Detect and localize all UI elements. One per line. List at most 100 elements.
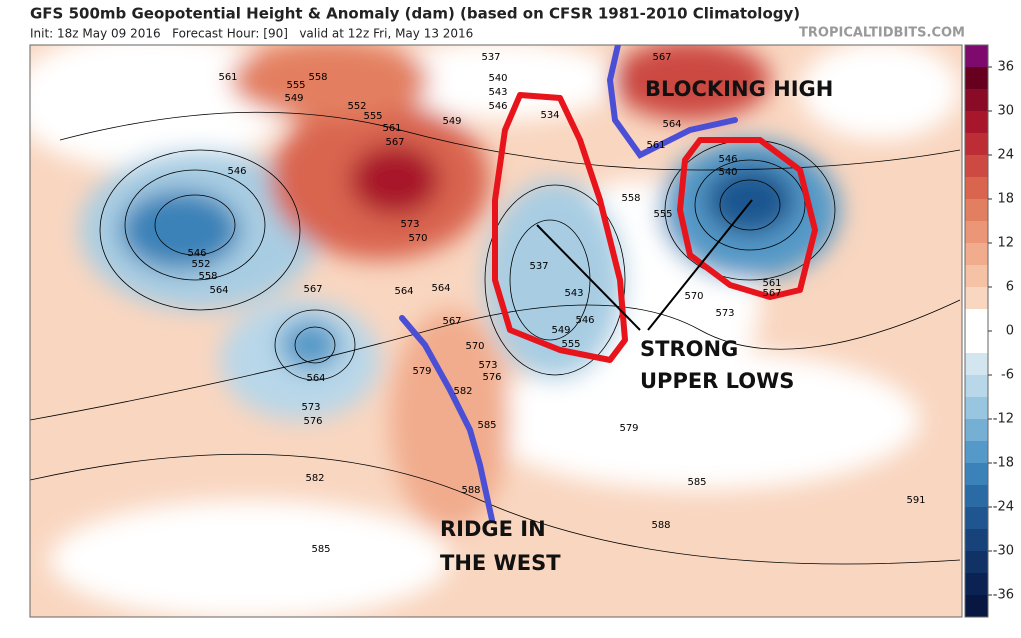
contour-label: 567 (303, 284, 322, 295)
annotation: UPPER LOWS (640, 369, 794, 393)
colorbar-swatch (965, 265, 988, 288)
colorbar-swatch (965, 419, 988, 442)
contour-label: 567 (385, 137, 404, 148)
contour-label: 549 (442, 116, 461, 127)
colorbar-swatch (965, 441, 988, 464)
contour-label: 555 (286, 80, 305, 91)
contour-label: 546 (187, 248, 206, 259)
annotation: BLOCKING HIGH (645, 77, 833, 101)
contour-label: 582 (305, 473, 324, 484)
contour-label: 543 (564, 288, 583, 299)
colorbar-swatch (965, 485, 988, 508)
contour-label: 558 (621, 193, 640, 204)
colorbar-tick-label: -36 (993, 588, 1014, 603)
contour-label: 558 (198, 271, 217, 282)
contour-label: 585 (477, 420, 496, 431)
contour-label: 585 (687, 477, 706, 488)
contour-label: 585 (311, 544, 330, 555)
contour-label: 567 (652, 52, 671, 63)
colorbar-swatch (965, 331, 988, 354)
colorbar-swatch (965, 573, 988, 596)
colorbar-swatch (965, 463, 988, 486)
contour-label: 555 (653, 209, 672, 220)
contour-label: 540 (488, 73, 507, 84)
colorbar-swatch (965, 111, 988, 134)
contour-label: 573 (301, 402, 320, 413)
contour-label: 537 (529, 261, 548, 272)
contour-label: 570 (684, 291, 703, 302)
source: TROPICALTIDBITS.COM (799, 26, 965, 41)
contour-label: 549 (551, 325, 570, 336)
contour-label: 546 (488, 101, 507, 112)
title: GFS 500mb Geopotential Height & Anomaly … (30, 5, 800, 23)
contour-label: 582 (453, 386, 472, 397)
colorbar-swatch (965, 177, 988, 200)
contour-label: 561 (218, 72, 237, 83)
contour-label: 543 (488, 87, 507, 98)
contour-label: 579 (412, 366, 431, 377)
colorbar-swatch (965, 397, 988, 420)
contour-label: 546 (718, 154, 737, 165)
annotation: STRONG (640, 337, 738, 361)
contour-label: 564 (394, 286, 413, 297)
colorbar-tick-label: 24 (997, 148, 1014, 163)
colorbar-swatch (965, 507, 988, 530)
colorbar-swatch (965, 45, 988, 68)
colorbar-swatch (965, 155, 988, 178)
colorbar-swatch (965, 309, 988, 332)
colorbar: 36 30 24 18 12 6 0 -6 -12 -18 -24 -30 -36 (964, 44, 1014, 618)
contour-label: 552 (191, 259, 210, 270)
contour-label: 573 (478, 360, 497, 371)
colorbar-swatch (965, 199, 988, 222)
colorbar-tick-label: 12 (997, 236, 1014, 251)
map: 561 5585555495525555615675495375405435465… (30, 45, 962, 617)
contour-label: 576 (482, 372, 501, 383)
contour-label: 588 (461, 485, 480, 496)
colorbar-tick-label: -30 (993, 544, 1014, 559)
contour-label: 570 (408, 233, 427, 244)
colorbar-swatch (965, 89, 988, 112)
colorbar-tick-label: 18 (997, 192, 1014, 207)
colorbar-tick-label: -18 (993, 456, 1014, 471)
contour-label: 540 (718, 167, 737, 178)
contour-label: 573 (400, 219, 419, 230)
contour-label: 549 (284, 93, 303, 104)
annotation: RIDGE IN (440, 517, 546, 541)
colorbar-tick-label: -24 (993, 500, 1014, 515)
contour-label: 570 (465, 341, 484, 352)
contour-label: 588 (651, 520, 670, 531)
contour-label: 555 (561, 339, 580, 350)
colorbar-tick-label: -6 (1001, 368, 1014, 383)
colorbar-swatch (965, 595, 988, 618)
contour-label: 534 (540, 110, 559, 121)
colorbar-tick-label: 30 (997, 104, 1014, 119)
contour-label: 576 (303, 416, 322, 427)
contour-label: 552 (347, 101, 366, 112)
colorbar-tick-label: -12 (993, 412, 1014, 427)
contour-label: 561 (382, 123, 401, 134)
contour-label: 561 (762, 278, 781, 289)
contour-label: 561 (646, 140, 665, 151)
colorbar-swatch (965, 287, 988, 310)
contour-label: 579 (619, 423, 638, 434)
colorbar-swatch (965, 551, 988, 574)
contour-label: 591 (906, 495, 925, 506)
subtitle: Init: 18z May 09 2016 Forecast Hour: [90… (30, 27, 473, 41)
contour-label: 567 (762, 288, 781, 299)
colorbar-tick-label: 6 (1006, 280, 1014, 295)
annotation: THE WEST (440, 551, 561, 575)
contour-labels: 561 5585555495525555615675495375405435465… (187, 52, 925, 555)
colorbar-tick-label: 36 (997, 60, 1014, 75)
contour-label: 537 (481, 52, 500, 63)
contour-label: 546 (227, 166, 246, 177)
colorbar-swatch (965, 529, 988, 552)
colorbar-swatch (965, 353, 988, 376)
contour-label: 558 (308, 72, 327, 83)
colorbar-swatch (965, 133, 988, 156)
contour-label: 567 (442, 316, 461, 327)
colorbar-swatch (965, 221, 988, 244)
colorbar-swatch (965, 67, 988, 90)
colorbar-swatch (965, 243, 988, 266)
